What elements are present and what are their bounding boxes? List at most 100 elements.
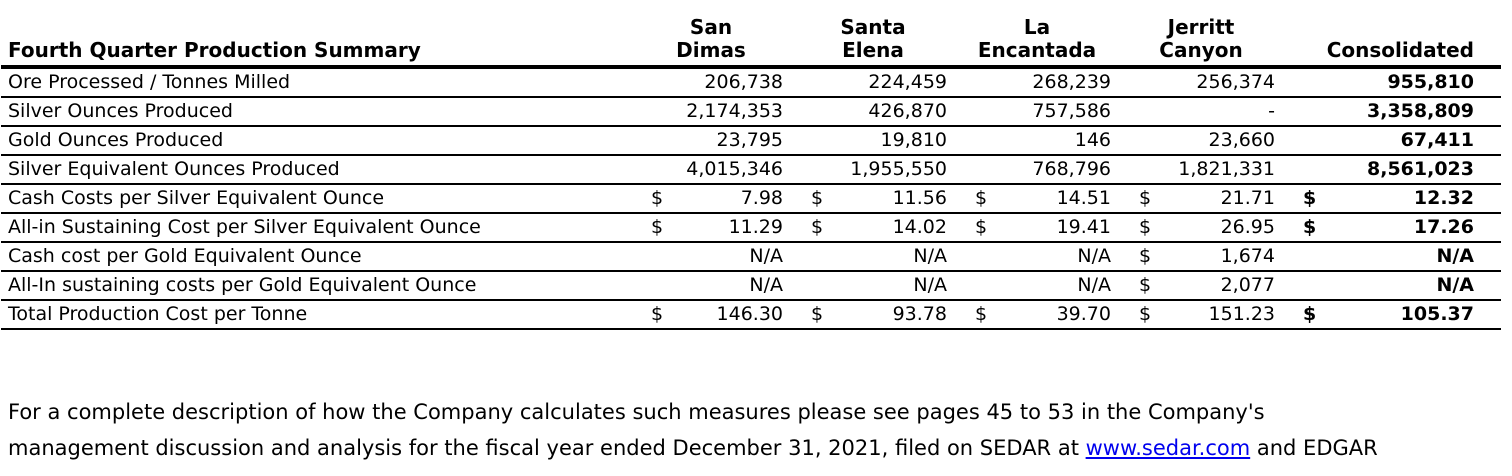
footnote-text: at — [8, 472, 36, 476]
footnote-line: For a complete description of how the Co… — [8, 394, 1504, 430]
value-text: 26.95 — [1220, 216, 1275, 238]
cell-consolidated: $12.32 — [1283, 184, 1501, 214]
cell-value: 146 — [955, 126, 1119, 156]
cell-value: 1,955,550 — [791, 155, 955, 185]
currency-symbol: $ — [1139, 187, 1152, 209]
column-header-line1: San — [689, 15, 733, 39]
value-text: 7.98 — [740, 187, 783, 209]
sedar-link[interactable]: www.sedar.com — [1085, 436, 1251, 460]
column-header-santa-elena: Santa Elena — [791, 2, 955, 69]
cell-value: N/A — [791, 271, 955, 301]
value-text: N/A — [1436, 245, 1474, 267]
value-text: 93.78 — [892, 303, 947, 325]
cell-value: N/A — [631, 271, 791, 301]
cell-consolidated: 3,358,809 — [1283, 97, 1501, 127]
value-text: 19,810 — [880, 129, 947, 151]
row-label: Gold Ounces Produced — [1, 126, 631, 156]
value-text: 268,239 — [1032, 71, 1111, 93]
value-text: 17.26 — [1413, 216, 1474, 238]
row-label: Cash cost per Gold Equivalent Ounce — [1, 242, 631, 272]
footnote-line: at www.sec.gov. — [8, 466, 1504, 476]
currency-symbol: $ — [975, 187, 988, 209]
cell-consolidated: 8,561,023 — [1283, 155, 1501, 185]
currency-symbol: $ — [1303, 216, 1317, 238]
cell-value: $146.30 — [631, 300, 791, 330]
cell-value: 23,795 — [631, 126, 791, 156]
value-text: 955,810 — [1387, 71, 1474, 93]
value-text: 1,821,331 — [1178, 158, 1275, 180]
currency-symbol: $ — [1303, 187, 1317, 209]
table-header-row: Fourth Quarter Production Summary San Di… — [1, 2, 1501, 69]
cell-value: - — [1119, 97, 1283, 127]
table-row: Ore Processed / Tonnes Milled 206,738 224,… — [1, 67, 1501, 98]
cell-value: 768,796 — [955, 155, 1119, 185]
column-header-la-encantada: La Encantada — [955, 2, 1119, 69]
sec-link[interactable]: www.sec.gov — [36, 472, 171, 476]
value-text: 757,586 — [1032, 100, 1111, 122]
value-text: N/A — [1077, 274, 1111, 296]
column-header-line2: Encantada — [977, 38, 1097, 62]
production-table-body: Ore Processed / Tonnes Milled 206,738 224,… — [1, 67, 1501, 330]
value-text: 224,459 — [868, 71, 947, 93]
value-text: 11.56 — [892, 187, 947, 209]
value-text: 14.02 — [892, 216, 947, 238]
table-row: All-In sustaining costs per Gold Equival… — [1, 271, 1501, 301]
column-header-san-dimas: San Dimas — [631, 2, 791, 69]
column-header-consolidated: Consolidated — [1283, 2, 1501, 69]
cell-value: 2,174,353 — [631, 97, 791, 127]
cell-consolidated: $105.37 — [1283, 300, 1501, 330]
cell-value: 426,870 — [791, 97, 955, 127]
column-header-line1: La — [1023, 15, 1051, 39]
value-text: N/A — [913, 245, 947, 267]
cell-value: 4,015,346 — [631, 155, 791, 185]
value-text: 11.29 — [728, 216, 783, 238]
value-text: 426,870 — [868, 100, 947, 122]
value-text: 1,674 — [1220, 245, 1275, 267]
value-text: N/A — [913, 274, 947, 296]
currency-symbol: $ — [975, 216, 988, 238]
currency-symbol: $ — [811, 303, 824, 325]
column-header-jerritt-canyon: Jerritt Canyon — [1119, 2, 1283, 69]
row-label: Silver Ounces Produced — [1, 97, 631, 127]
value-text: 4,015,346 — [686, 158, 783, 180]
cell-consolidated: 955,810 — [1283, 67, 1501, 98]
cell-value: 224,459 — [791, 67, 955, 98]
value-text: 67,411 — [1400, 129, 1474, 151]
cell-value: $11.29 — [631, 213, 791, 243]
value-text: 23,660 — [1208, 129, 1275, 151]
table-row: All-in Sustaining Cost per Silver Equiva… — [1, 213, 1501, 243]
value-text: 206,738 — [704, 71, 783, 93]
cell-value: $2,077 — [1119, 271, 1283, 301]
table-title: Fourth Quarter Production Summary — [1, 2, 631, 69]
value-text: - — [1268, 100, 1275, 122]
cell-consolidated: N/A — [1283, 271, 1501, 301]
cell-value: 268,239 — [955, 67, 1119, 98]
value-text: 23,795 — [716, 129, 783, 151]
value-text: 1,955,550 — [850, 158, 947, 180]
row-label: All-in Sustaining Cost per Silver Equiva… — [1, 213, 631, 243]
cell-value: $39.70 — [955, 300, 1119, 330]
value-text: N/A — [1077, 245, 1111, 267]
cell-value: $19.41 — [955, 213, 1119, 243]
currency-symbol: $ — [811, 187, 824, 209]
production-summary-table: Fourth Quarter Production Summary San Di… — [1, 2, 1501, 330]
currency-symbol: $ — [651, 303, 664, 325]
footnote-text: For a complete description of how the Co… — [8, 400, 1265, 424]
cell-value: $151.23 — [1119, 300, 1283, 330]
footnote-line: management discussion and analysis for t… — [8, 430, 1504, 466]
cell-consolidated: 67,411 — [1283, 126, 1501, 156]
column-header-line2: Consolidated — [1326, 38, 1474, 62]
value-text: 146.30 — [716, 303, 783, 325]
value-text: 2,174,353 — [686, 100, 783, 122]
value-text: 14.51 — [1056, 187, 1111, 209]
value-text: 256,374 — [1196, 71, 1275, 93]
value-text: 21.71 — [1220, 187, 1275, 209]
cell-value: $93.78 — [791, 300, 955, 330]
value-text: 19.41 — [1056, 216, 1111, 238]
table-row: Cash Costs per Silver Equivalent Ounce $7… — [1, 184, 1501, 214]
value-text: 8,561,023 — [1367, 158, 1474, 180]
cell-value: N/A — [791, 242, 955, 272]
currency-symbol: $ — [1139, 216, 1152, 238]
cell-value: $14.51 — [955, 184, 1119, 214]
currency-symbol: $ — [1139, 303, 1152, 325]
